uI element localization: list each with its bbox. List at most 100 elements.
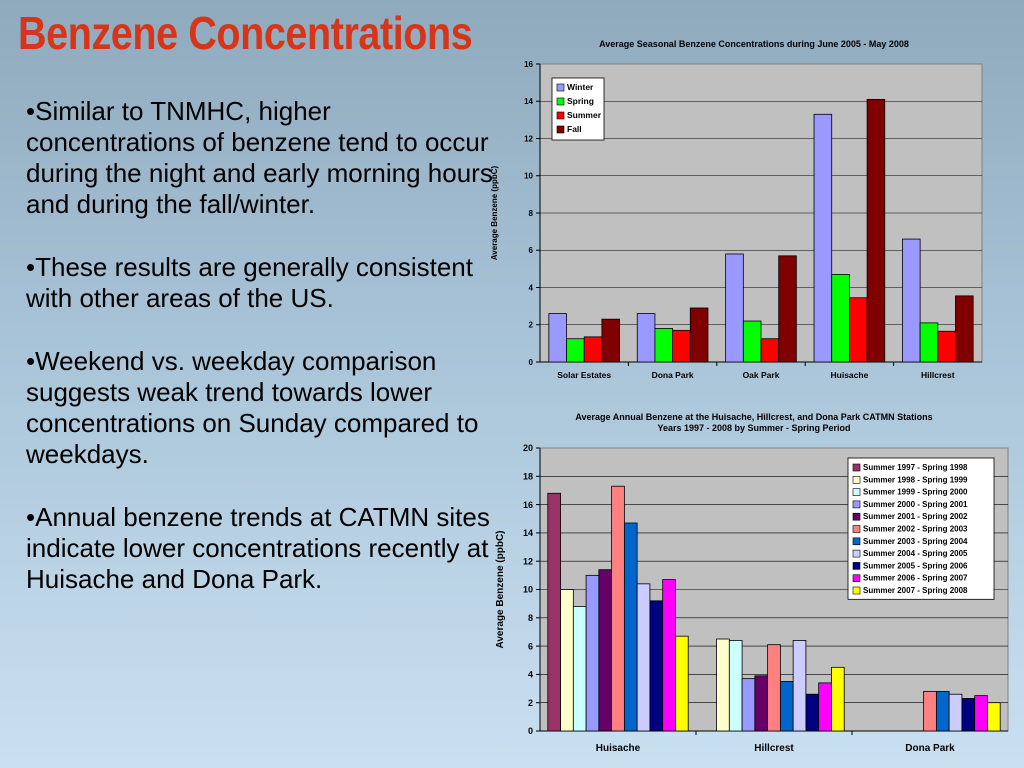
- bar: [813, 113, 833, 363]
- bar: [741, 678, 756, 732]
- bar: [566, 338, 585, 363]
- bar: [649, 600, 664, 732]
- legend-label: Summer 1999 - Spring 2000: [863, 488, 968, 497]
- legend-swatch: [852, 525, 861, 533]
- chart-title: Average Seasonal Benzene Concentrations …: [599, 39, 909, 49]
- bar: [623, 522, 638, 732]
- bar: [725, 253, 744, 363]
- bar: [919, 322, 939, 363]
- legend-label: Winter: [567, 82, 594, 92]
- bar: [974, 695, 988, 732]
- bar: [583, 336, 603, 363]
- y-tick-label: 16: [524, 60, 533, 69]
- bullet-item: •These results are generally consistent …: [26, 252, 473, 313]
- y-axis-label: Average Benzene (ppbC): [490, 165, 499, 260]
- bar: [585, 574, 600, 732]
- chart-title: Average Annual Benzene at the Huisache, …: [575, 412, 932, 422]
- bar: [742, 320, 762, 363]
- legend-label: Spring: [567, 96, 594, 106]
- bar: [636, 313, 656, 363]
- legend-swatch: [852, 537, 861, 546]
- bar: [778, 255, 797, 363]
- y-axis-label: Average Benzene (ppbC): [495, 531, 506, 649]
- y-tick-label: 14: [523, 528, 533, 538]
- bar: [548, 313, 567, 363]
- legend-swatch: [852, 574, 861, 582]
- annual-benzene-chart: Average Annual Benzene at the Huisache, …: [495, 412, 1009, 754]
- bar: [987, 702, 1001, 732]
- y-tick-label: 2: [529, 321, 534, 330]
- legend-swatch: [852, 488, 861, 496]
- bar: [948, 693, 963, 732]
- x-category-label: Huisache: [596, 743, 641, 754]
- bar: [689, 307, 709, 363]
- legend-swatch: [852, 562, 861, 570]
- bar: [716, 638, 730, 732]
- bar: [728, 640, 743, 732]
- y-tick-label: 6: [529, 246, 534, 255]
- bullet-list: •Similar to TNMHC, higher concentrations…: [26, 96, 496, 627]
- legend-label: Summer 2007 - Spring 2008: [863, 586, 968, 595]
- legend-swatch: [852, 512, 861, 521]
- bar: [754, 675, 769, 732]
- y-tick-label: 0: [528, 726, 533, 736]
- bar: [961, 698, 976, 732]
- legend-label: Summer 2003 - Spring 2004: [863, 537, 968, 546]
- legend-swatch: [556, 83, 565, 92]
- bar: [547, 492, 561, 732]
- bar: [935, 690, 950, 732]
- bar: [848, 297, 868, 363]
- legend-swatch: [852, 476, 861, 484]
- bar: [792, 640, 807, 732]
- y-tick-label: 16: [523, 500, 533, 510]
- bar: [598, 569, 613, 732]
- x-category-label: Dona Park: [652, 370, 694, 380]
- x-category-label: Hillcrest: [921, 370, 955, 380]
- bar: [805, 693, 820, 732]
- y-tick-label: 12: [524, 134, 533, 143]
- y-tick-label: 6: [528, 641, 533, 651]
- bar: [662, 579, 676, 732]
- y-tick-label: 0: [529, 358, 534, 367]
- bar: [831, 666, 845, 732]
- legend-label: Summer 2002 - Spring 2003: [863, 525, 968, 534]
- y-tick-label: 4: [529, 283, 534, 292]
- legend-label: Summer 2006 - Spring 2007: [863, 574, 968, 583]
- bar: [672, 329, 691, 363]
- y-tick-label: 8: [529, 209, 534, 218]
- bar: [572, 606, 587, 732]
- legend-swatch: [852, 549, 861, 558]
- legend-label: Summer 2004 - Spring 2005: [863, 549, 968, 558]
- bar: [560, 589, 574, 732]
- x-category-label: Hillcrest: [754, 743, 794, 754]
- y-tick-label: 18: [523, 471, 533, 481]
- legend-label: Summer 1998 - Spring 1999: [863, 475, 968, 484]
- bar: [902, 238, 921, 363]
- bullet-item: •Weekend vs. weekday comparison suggests…: [26, 346, 479, 469]
- legend-swatch: [556, 125, 565, 134]
- bar: [675, 635, 689, 732]
- y-tick-label: 14: [524, 97, 533, 106]
- y-tick-label: 12: [523, 556, 533, 566]
- y-tick-label: 2: [528, 698, 533, 708]
- legend-label: Fall: [567, 124, 582, 134]
- bullet-item: •Similar to TNMHC, higher concentrations…: [26, 96, 493, 219]
- bar: [955, 295, 974, 363]
- bar: [760, 338, 780, 363]
- seasonal-benzene-chart: Average Seasonal Benzene Concentrations …: [490, 39, 983, 380]
- bar: [779, 681, 794, 732]
- bar: [923, 690, 937, 732]
- x-category-label: Huisache: [831, 370, 869, 380]
- y-tick-label: 10: [523, 585, 533, 595]
- legend-swatch: [852, 586, 861, 595]
- legend-label: Summer 2000 - Spring 2001: [863, 500, 968, 509]
- slide-title: Benzene Concentrations: [18, 7, 473, 59]
- legend-swatch: [852, 463, 861, 472]
- x-category-label: Solar Estates: [557, 370, 611, 380]
- bar: [831, 274, 850, 363]
- bar: [818, 682, 832, 732]
- bar: [601, 318, 620, 363]
- legend-label: Summer 2005 - Spring 2006: [863, 561, 968, 570]
- x-category-label: Dona Park: [905, 743, 955, 754]
- bar: [866, 98, 886, 363]
